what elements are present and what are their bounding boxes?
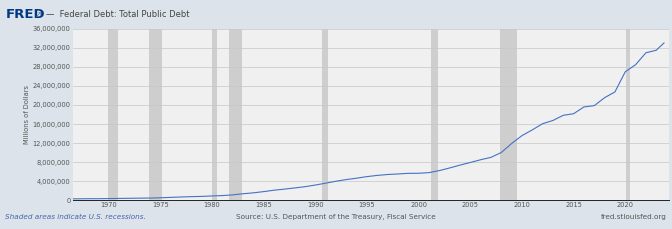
- Bar: [431, 29, 438, 200]
- Text: Source: U.S. Department of the Treasury, Fiscal Service: Source: U.S. Department of the Treasury,…: [236, 214, 436, 220]
- Bar: [108, 29, 118, 200]
- Text: —  Federal Debt: Total Public Debt: — Federal Debt: Total Public Debt: [46, 10, 190, 19]
- Bar: [228, 29, 242, 200]
- Bar: [626, 29, 630, 200]
- Text: FRED: FRED: [5, 8, 45, 21]
- Bar: [149, 29, 163, 200]
- Text: ↗: ↗: [35, 10, 42, 19]
- Bar: [500, 29, 517, 200]
- Text: fred.stlouisfed.org: fred.stlouisfed.org: [601, 214, 667, 220]
- Bar: [212, 29, 217, 200]
- Bar: [321, 29, 328, 200]
- Text: Shaded areas indicate U.S. recessions.: Shaded areas indicate U.S. recessions.: [5, 214, 146, 220]
- Y-axis label: Millions of Dollars: Millions of Dollars: [24, 85, 30, 144]
